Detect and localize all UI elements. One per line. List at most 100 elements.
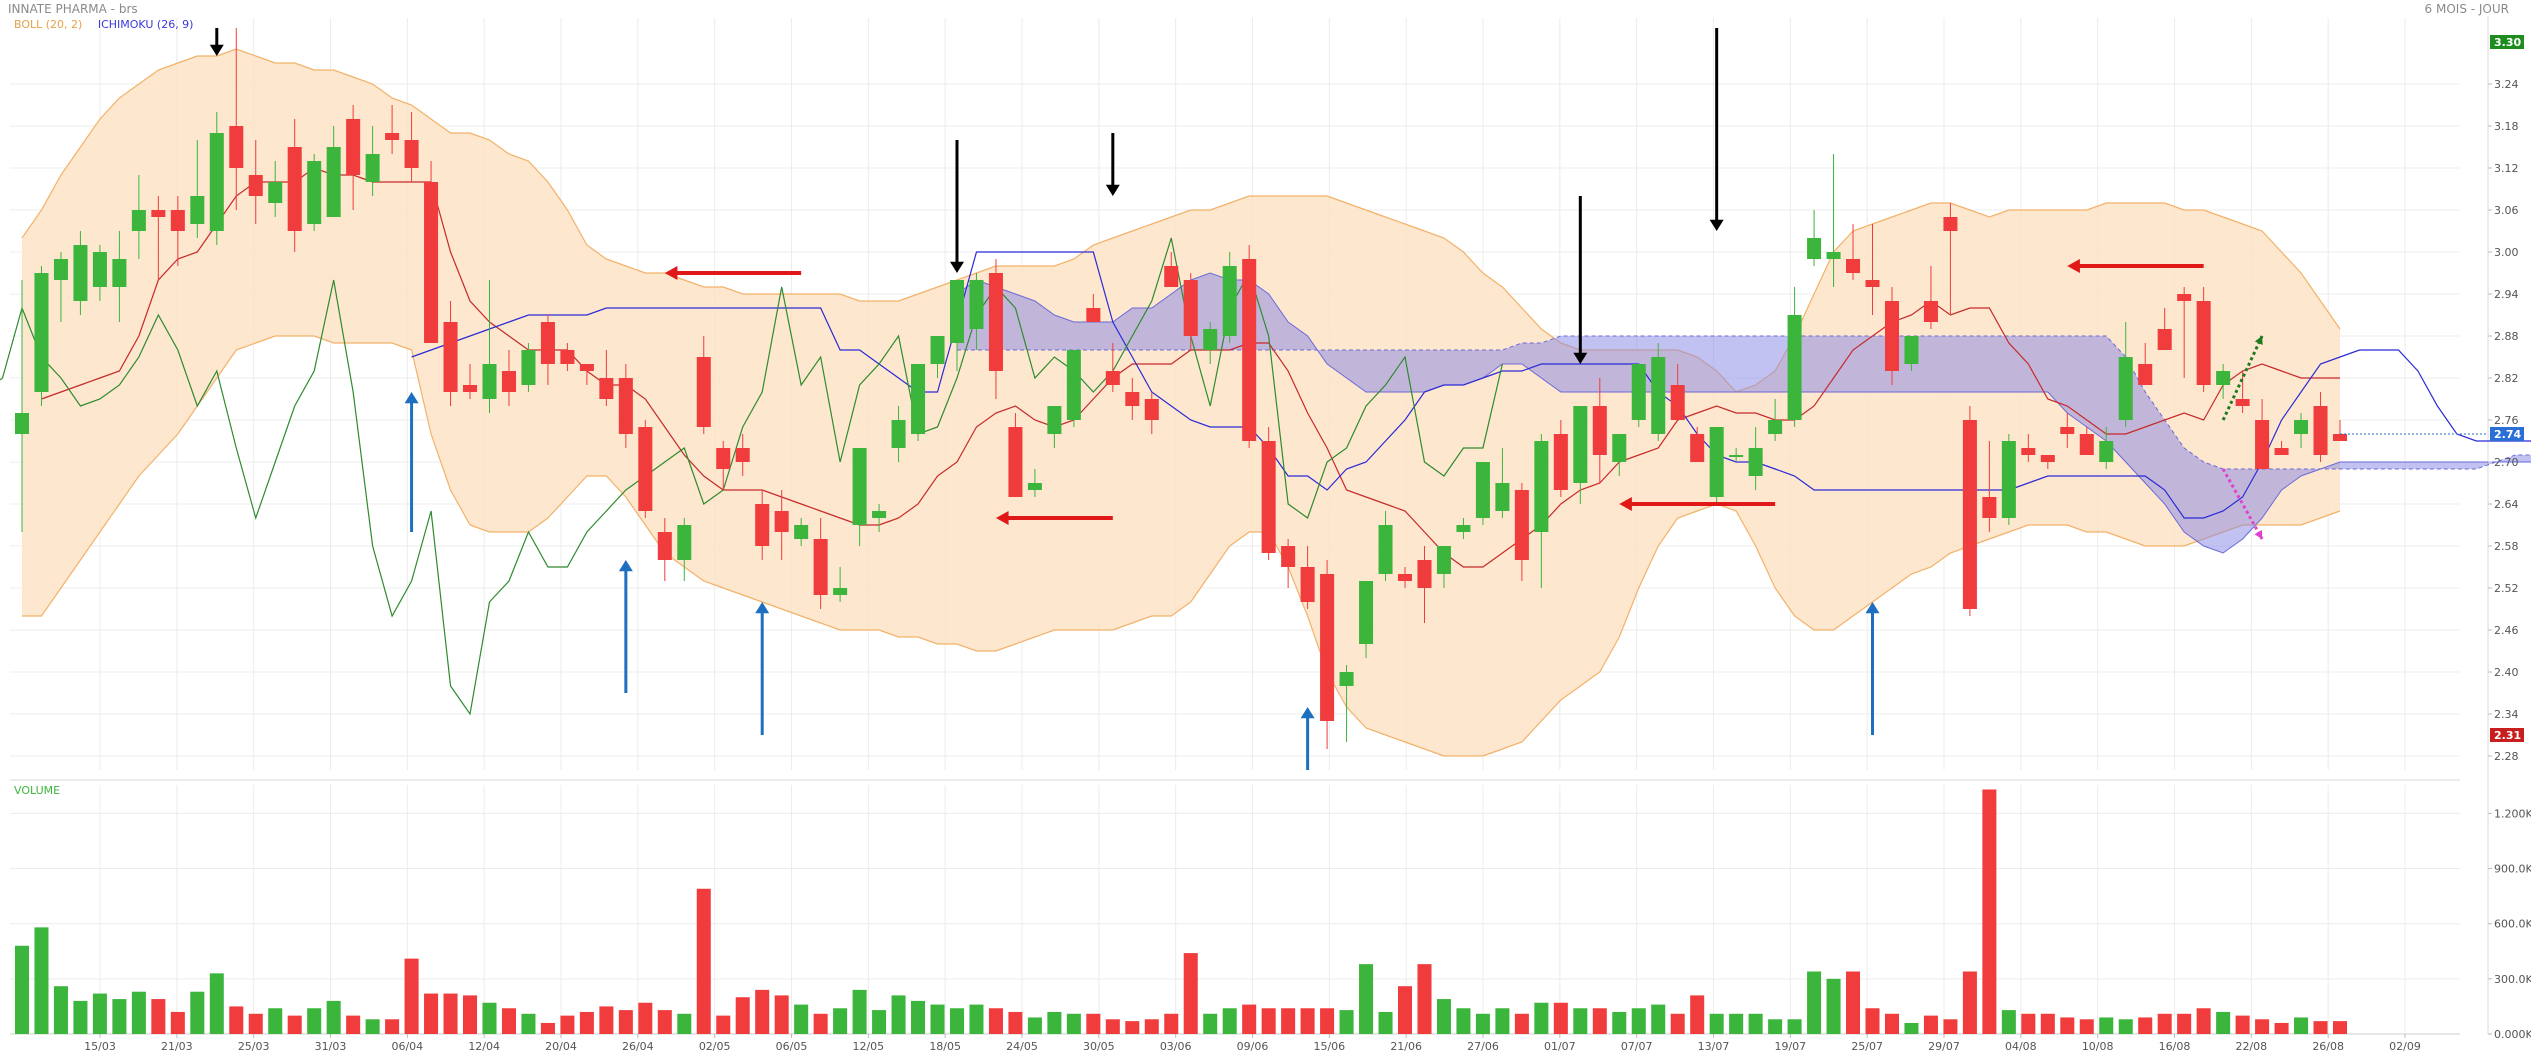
candle-body <box>1125 392 1140 406</box>
candle-body <box>2079 434 2094 455</box>
candle-body <box>443 322 458 392</box>
candle <box>696 336 711 434</box>
candle-body <box>229 126 244 168</box>
arrow-head <box>949 261 964 273</box>
candle <box>501 350 516 406</box>
arrow-head <box>2254 336 2263 345</box>
candle <box>1027 469 1042 497</box>
candle-body <box>1962 420 1977 609</box>
senkou-span-b <box>956 335 2531 470</box>
time-tick-label: 10/08 <box>2082 1040 2114 1053</box>
volume-bar <box>1612 1011 1627 1034</box>
candle-body <box>2157 329 2172 350</box>
candle <box>521 343 536 392</box>
candle-body <box>794 525 809 539</box>
candle-body <box>131 210 146 231</box>
annotation-arrow-down <box>1573 196 1588 364</box>
candle <box>794 518 809 546</box>
volume-bar <box>618 1010 633 1034</box>
candle-body <box>1787 315 1802 420</box>
candle <box>443 301 458 406</box>
candle-body <box>833 588 848 595</box>
bollinger-fill <box>22 49 2340 756</box>
time-tick-label: 04/08 <box>2005 1040 2037 1053</box>
candle <box>774 490 789 560</box>
candle-body <box>2001 441 2016 518</box>
candle-body <box>1807 238 1822 259</box>
volume-bar <box>1865 1008 1880 1034</box>
candle-body <box>1670 385 1685 420</box>
candle-body <box>696 357 711 427</box>
volume-tick-label: 1.200K <box>2494 807 2531 820</box>
candle <box>1086 294 1101 322</box>
candle-body <box>34 273 49 392</box>
candle <box>1904 336 1919 371</box>
annotation-dotted-arrow <box>2221 335 2264 421</box>
candle <box>2177 287 2192 378</box>
annotation-arrow-left <box>664 266 802 280</box>
candle-body <box>1436 546 1451 574</box>
candle <box>131 175 146 259</box>
candle-body <box>1982 497 1997 518</box>
legend-boll[interactable]: BOLL (20, 2) <box>14 18 83 31</box>
volume-bar <box>1690 995 1705 1034</box>
legend-ichimoku[interactable]: ICHIMOKU (26, 9) <box>97 18 194 31</box>
price-tick-label: 3.24 <box>2494 78 2519 91</box>
volume-bar <box>53 986 68 1034</box>
volume-bar <box>1553 1002 1568 1034</box>
period-label[interactable]: 6 MOIS - JOUR <box>2424 2 2509 16</box>
volume-bar <box>696 888 711 1034</box>
candle <box>2079 427 2094 455</box>
volume-bar <box>112 999 127 1034</box>
candle-body <box>1378 525 1393 574</box>
candle <box>1456 518 1471 539</box>
annotation-arrow-up <box>404 392 419 532</box>
candle <box>385 105 400 154</box>
volume-bar <box>1164 1013 1179 1034</box>
volume-bar <box>190 991 205 1034</box>
price-badge-high: 3.30 <box>2490 35 2524 49</box>
volume-bar <box>1027 1017 1042 1034</box>
candle <box>638 420 653 518</box>
arrow-head <box>995 511 1009 525</box>
candle <box>1475 462 1490 525</box>
volume-bar <box>2040 1013 2055 1034</box>
price-badge-bg <box>2490 728 2524 742</box>
volume-bar <box>34 927 49 1034</box>
price-tick-label: 2.70 <box>2494 456 2519 469</box>
candle <box>1417 546 1432 623</box>
candle-body <box>2196 301 2211 385</box>
candle-body <box>988 273 1003 371</box>
time-tick-label: 06/04 <box>391 1040 423 1053</box>
candle <box>1826 154 1841 287</box>
bollinger-band <box>21 48 2341 757</box>
candle-body <box>813 539 828 595</box>
candle <box>1339 665 1354 742</box>
annotation-arrow-down <box>1105 133 1120 196</box>
volume-bar <box>1826 978 1841 1034</box>
candle <box>1690 427 1705 462</box>
time-tick-label: 21/06 <box>1390 1040 1422 1053</box>
candle <box>755 490 770 560</box>
volume-bar <box>287 1015 302 1034</box>
stock-title: INNATE PHARMA - brs <box>8 2 138 16</box>
candle-body <box>1865 280 1880 287</box>
volume-bar <box>2060 1017 2075 1034</box>
candle <box>579 364 594 385</box>
volume-bar <box>92 993 107 1034</box>
price-tick-label: 3.18 <box>2494 120 2519 133</box>
volume-bar <box>1281 1008 1296 1034</box>
time-tick-label: 02/05 <box>699 1040 731 1053</box>
candle-body <box>2138 364 2153 385</box>
candle-body <box>1027 483 1042 490</box>
candle-body <box>1943 217 1958 231</box>
time-tick-label: 29/07 <box>1928 1040 1960 1053</box>
volume-panel-label: VOLUME <box>14 784 61 797</box>
volume-bar <box>735 997 750 1034</box>
candle <box>2255 399 2270 469</box>
candle <box>53 252 68 322</box>
candle-body <box>92 252 107 287</box>
candle-body <box>852 448 867 525</box>
volume-bar <box>891 995 906 1034</box>
